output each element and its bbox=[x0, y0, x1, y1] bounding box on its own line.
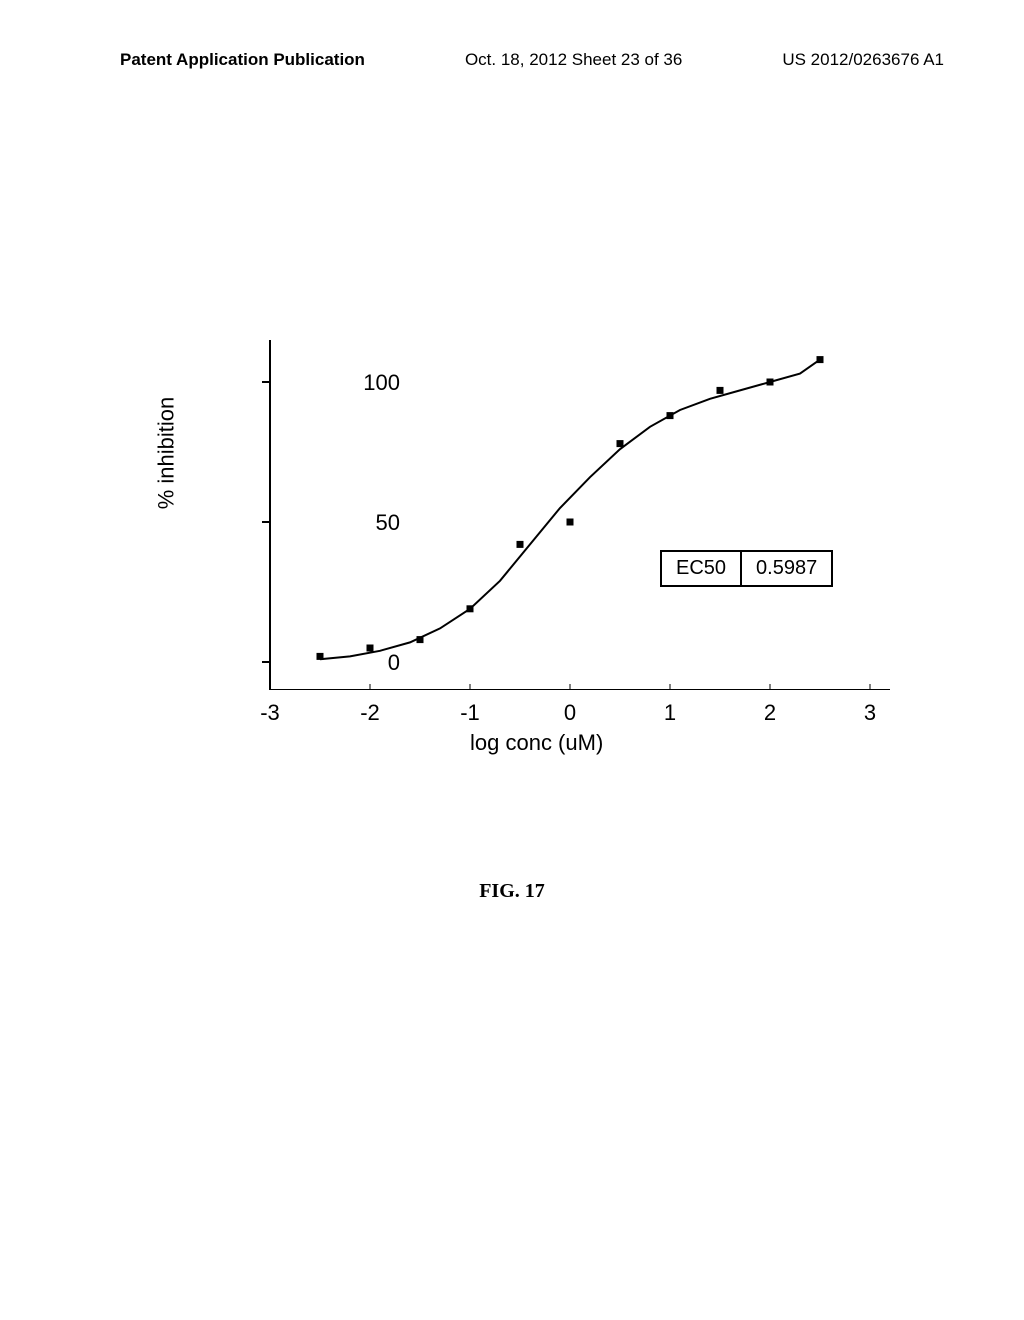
ec50-value: 0.5987 bbox=[742, 552, 831, 585]
x-tick-label: 0 bbox=[555, 700, 585, 726]
figure-label: FIG. 17 bbox=[0, 880, 1024, 903]
y-axis-label: % inhibition bbox=[153, 397, 179, 510]
x-tick-label: -1 bbox=[455, 700, 485, 726]
x-tick-label: -2 bbox=[355, 700, 385, 726]
x-axis-label: log conc (uM) bbox=[470, 730, 603, 756]
x-tick-label: 2 bbox=[755, 700, 785, 726]
x-tick-label: 3 bbox=[855, 700, 885, 726]
ec50-label: EC50 bbox=[662, 552, 742, 585]
x-tick-label: -3 bbox=[255, 700, 285, 726]
ec50-box: EC500.5987 bbox=[660, 550, 833, 587]
plot-area bbox=[250, 340, 890, 690]
dose-response-chart: % inhibition log conc (uM) 050100 -3-2-1… bbox=[130, 330, 930, 750]
x-tick-label: 1 bbox=[655, 700, 685, 726]
header-left: Patent Application Publication bbox=[120, 50, 365, 70]
header-center: Oct. 18, 2012 Sheet 23 of 36 bbox=[465, 50, 682, 70]
header-right: US 2012/0263676 A1 bbox=[782, 50, 944, 70]
header: Patent Application Publication Oct. 18, … bbox=[0, 0, 1024, 80]
